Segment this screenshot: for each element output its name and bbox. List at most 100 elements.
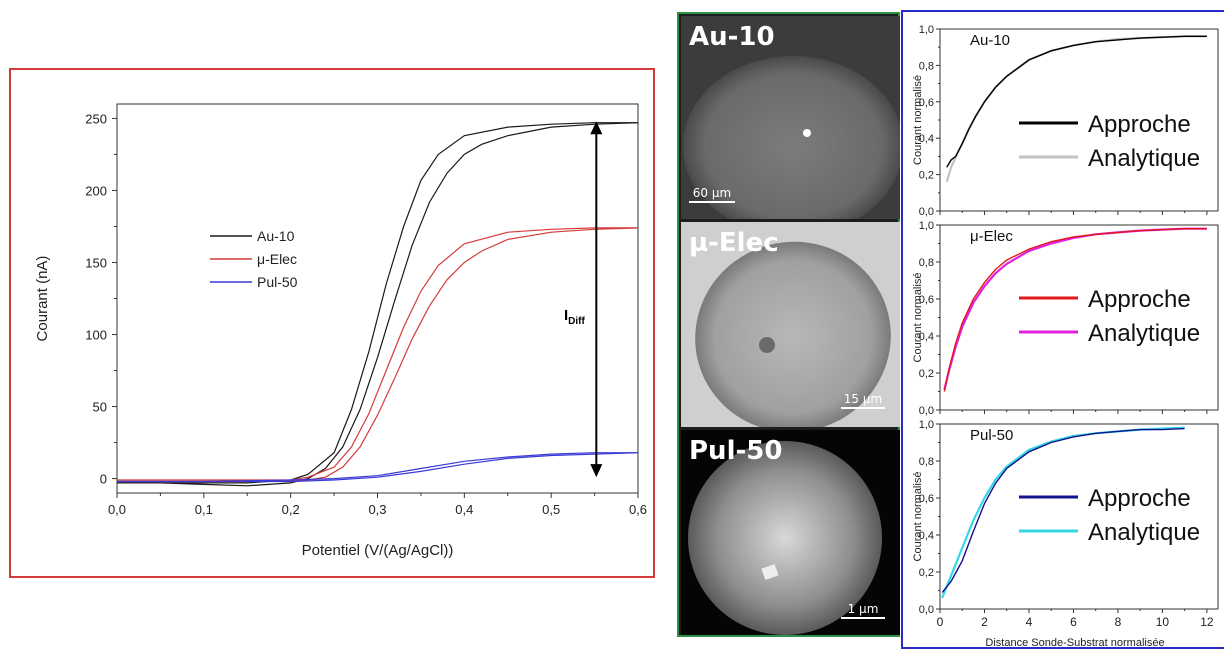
- panel3-y-tick-label: 1,0: [919, 419, 934, 431]
- panel2-legend-label-analytique: Analytique: [1088, 320, 1200, 347]
- panel1-y-tick-label: 0,6: [919, 97, 934, 109]
- panel3-x-tick-label: 0: [937, 615, 944, 629]
- panel2-y-tick-label: 1,0: [919, 220, 934, 232]
- idiff-main: I: [564, 307, 568, 324]
- panel2-y-tick-label: 0,4: [919, 331, 934, 343]
- sem-image-3: [681, 430, 900, 635]
- micrograph-au10: Au-10 60 µm: [681, 16, 900, 219]
- sem-image-1: [681, 16, 900, 219]
- panel2-y-tick-label: 0,2: [919, 368, 934, 380]
- panel3-y-axis-label: Courant normalisé: [912, 472, 924, 562]
- legend-label-pul-50: Pul-50: [257, 274, 298, 290]
- micrograph-label-2: µ-Elec: [689, 228, 779, 258]
- panel2-title: μ-Elec: [970, 228, 1013, 245]
- scale-bar-1: 60 µm: [689, 186, 735, 203]
- y-tick-label: 150: [85, 255, 107, 270]
- panel3-x-tick-label: 12: [1200, 615, 1214, 629]
- panel3-x-axis-label: Distance Sonde-Substrat normalisée: [985, 637, 1164, 649]
- idiff-arrowhead-top: [590, 121, 603, 135]
- y-tick-label: 0: [100, 472, 107, 487]
- fiber-face: [695, 241, 891, 427]
- panel3-x-tick-label: 4: [1026, 615, 1033, 629]
- scale-bar-label: 60 µm: [692, 186, 732, 200]
- scale-bar-line: [841, 617, 885, 619]
- panel1-y-tick-label: 1,0: [919, 24, 934, 36]
- panel3-y-tick-label: 0,6: [919, 493, 934, 505]
- scale-bar-line: [841, 407, 885, 409]
- scale-bar-label: 1 µm: [847, 602, 879, 616]
- y-tick-label: 250: [85, 111, 107, 126]
- x-tick-label: 0,1: [195, 502, 213, 517]
- panel3-legend-label-approche: Approche: [1088, 485, 1191, 512]
- fiber-disk: [688, 441, 882, 635]
- series-pul-50-reverse: [117, 452, 639, 483]
- panel3-y-tick-label: 0,0: [919, 604, 934, 616]
- panel1-legend-label-approche: Approche: [1088, 111, 1191, 138]
- panel2-legend-label-approche: Approche: [1088, 286, 1191, 313]
- panel3-legend-label-analytique: Analytique: [1088, 519, 1200, 546]
- panel1-y-axis-label: Courant normalisé: [912, 75, 924, 165]
- panel2-y-tick-label: 0,6: [919, 294, 934, 306]
- series-au-10-reverse: [117, 122, 639, 487]
- legend-label-au-10: Au-10: [257, 228, 295, 244]
- panel2-y-axis-label: Courant normalisé: [912, 273, 924, 363]
- y-tick-label: 50: [93, 400, 107, 415]
- panel1-y-tick-label: 0,8: [919, 60, 934, 72]
- x-tick-label: 0,2: [282, 502, 300, 517]
- x-axis-label: Potentiel (V/(Ag/AgCl)): [302, 542, 454, 559]
- electrode-pit: [759, 337, 775, 353]
- panel2-y-tick-label: 0,0: [919, 405, 934, 417]
- y-axis-label: Courant (nA): [34, 256, 51, 342]
- panel2-series-approche: [943, 228, 1207, 392]
- x-tick-label: 0,4: [455, 502, 473, 517]
- series-au-10-forward: [117, 122, 638, 484]
- electrode-spot: [803, 129, 811, 137]
- micrograph-uelec: µ-Elec 15 µm: [681, 222, 900, 427]
- series-elec-forward: [117, 227, 638, 481]
- panel1-y-tick-label: 0,2: [919, 170, 934, 182]
- idiff-annotation: IDiff: [564, 307, 586, 327]
- micrograph-column: Au-10 60 µm µ-Elec 15 µm Pul-50 1 µm: [677, 12, 900, 637]
- fiber-face: [683, 56, 900, 219]
- panel3-y-tick-label: 0,2: [919, 567, 934, 579]
- panel3-y-tick-label: 0,4: [919, 530, 934, 542]
- legend-label-elec: μ-Elec: [257, 251, 297, 267]
- panel3-y-tick-label: 0,8: [919, 456, 934, 468]
- panel3-title: Pul-50: [970, 427, 1013, 444]
- micrograph-pul50: Pul-50 1 µm: [681, 430, 900, 635]
- y-tick-label: 200: [85, 183, 107, 198]
- panel2-y-tick-label: 0,8: [919, 257, 934, 269]
- scale-bar-label: 15 µm: [843, 392, 883, 406]
- micrograph-label-1: Au-10: [689, 22, 775, 52]
- scale-bar-3: 1 µm: [841, 602, 885, 619]
- idiff-arrowhead-bottom: [590, 464, 603, 478]
- electrode-tip: [761, 563, 779, 581]
- panel3-x-tick-label: 8: [1115, 615, 1122, 629]
- panel1-legend-label-analytique: Analytique: [1088, 145, 1200, 172]
- plot-area-frame: [116, 103, 639, 494]
- panel3-plot-frame: [939, 423, 1219, 610]
- series-pul-50-forward: [117, 452, 638, 483]
- panel3-x-tick-label: 6: [1070, 615, 1077, 629]
- scale-bar-2: 15 µm: [841, 392, 885, 409]
- panel1-series-approche: [946, 35, 1207, 168]
- scale-bar-line: [689, 201, 735, 203]
- panel3-series-analytique: [941, 426, 1185, 599]
- approach-curves-frame: [901, 10, 1224, 649]
- panel1-y-tick-label: 0,4: [919, 133, 934, 145]
- micrograph-label-3: Pul-50: [689, 436, 783, 466]
- panel3-x-tick-label: 10: [1156, 615, 1170, 629]
- panel1-y-tick-label: 0,0: [919, 206, 934, 218]
- x-tick-label: 0,3: [368, 502, 386, 517]
- x-tick-label: 0,0: [108, 502, 126, 517]
- series-elec-reverse: [117, 227, 639, 483]
- idiff-subscript: Diff: [568, 316, 585, 327]
- panel1-title: Au-10: [970, 32, 1010, 49]
- panel3-x-tick-label: 2: [981, 615, 988, 629]
- x-tick-label: 0,6: [629, 502, 647, 517]
- panel2-plot-frame: [939, 224, 1219, 411]
- y-tick-label: 100: [85, 328, 107, 343]
- cv-chart-frame: [9, 68, 655, 578]
- sem-image-2: [681, 222, 900, 427]
